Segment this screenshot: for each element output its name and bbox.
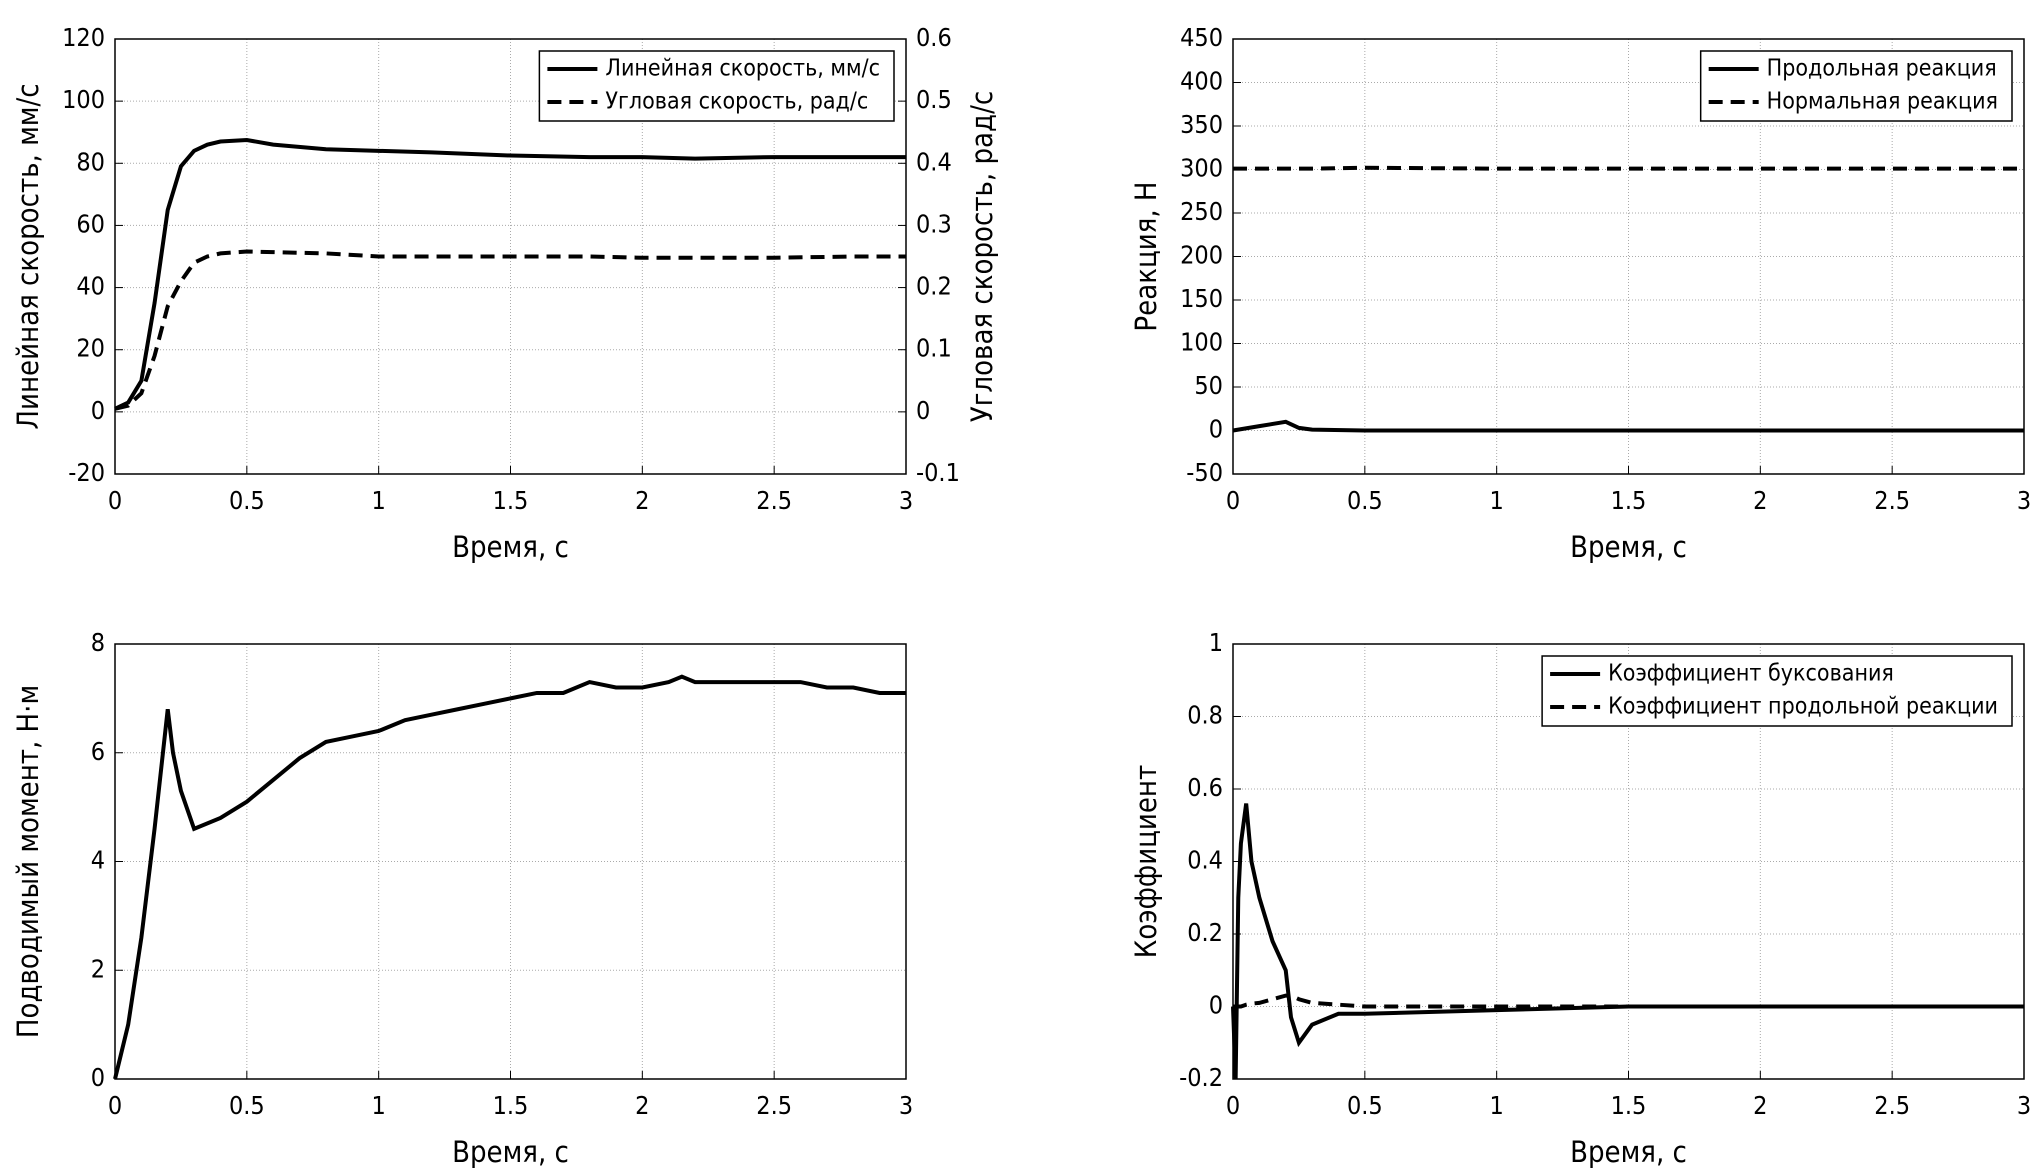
x-tick-label: 1 (372, 486, 386, 515)
y-axis-label: Реакция, Н (1129, 181, 1163, 331)
y-tick-label: 40 (76, 272, 105, 301)
plot-frame (1232, 643, 2025, 1080)
y-tick-label: 8 (91, 628, 105, 657)
x-tick-label: 3 (899, 1091, 913, 1120)
y-tick-label: -0.2 (1179, 1063, 1223, 1092)
y2-tick-label: 0.3 (916, 209, 952, 238)
y-tick-label: 120 (62, 23, 105, 52)
x-tick-label: 2 (635, 486, 649, 515)
y-tick-label: 20 (76, 334, 105, 363)
data-line (113, 674, 906, 1080)
y-tick-label: 0.8 (1187, 701, 1223, 730)
x-tick-label: 2.5 (756, 1091, 792, 1120)
plot-frame (114, 643, 907, 1080)
x-tick-label: 1.5 (1611, 486, 1647, 515)
y-tick-label: 350 (1180, 110, 1223, 139)
plot-frame (1232, 38, 2025, 475)
y2-tick-label: -0.1 (916, 458, 960, 487)
x-tick-label: 2.5 (1874, 486, 1910, 515)
plot-frame (114, 38, 907, 475)
x-tick-label: 3 (2017, 1091, 2031, 1120)
x-tick-label: 1.5 (1611, 1091, 1647, 1120)
y-tick-label: 100 (62, 85, 105, 114)
x-tick-label: 2.5 (1874, 1091, 1910, 1120)
x-tick-label: 1.5 (493, 486, 529, 515)
y2-tick-label: 0.5 (916, 85, 952, 114)
y-tick-label: 400 (1180, 67, 1223, 96)
y-tick-label: 1 (1209, 628, 1223, 657)
y2-tick-label: 0 (916, 396, 930, 425)
legend-label: Угловая скорость, рад/с (605, 89, 868, 115)
legend-label: Нормальная реакция (1767, 89, 1998, 115)
x-axis-label: Время, с (452, 530, 569, 564)
y-tick-label: 200 (1180, 241, 1223, 270)
y-axis-label: Линейная скорость, мм/с (11, 83, 45, 429)
y-tick-label: 0.6 (1187, 773, 1223, 802)
y2-tick-label: 0.2 (916, 272, 952, 301)
y-tick-label: -20 (68, 458, 105, 487)
legend: Линейная скорость, мм/с Угловая скорость,… (538, 50, 895, 122)
y-tick-label: 50 (1194, 371, 1223, 400)
x-axis-label: Время, с (1570, 1135, 1687, 1169)
y-tick-label: 150 (1180, 284, 1223, 313)
y-tick-label: 6 (91, 737, 105, 766)
y-tick-label: 450 (1180, 23, 1223, 52)
y-tick-label: 100 (1180, 328, 1223, 357)
x-tick-label: 0 (108, 486, 122, 515)
y-axis-label: Подводимый момент, Н·м (11, 685, 45, 1038)
x-tick-label: 1 (1490, 486, 1504, 515)
x-tick-label: 1 (1490, 1091, 1504, 1120)
x-tick-label: 0.5 (1347, 486, 1383, 515)
data-line (114, 249, 906, 411)
x-tick-label: 2 (635, 1091, 649, 1120)
y2-axis-label: Угловая скорость, рад/с (965, 91, 999, 422)
legend-label: Коэффициент продольной реакции (1608, 694, 1998, 720)
legend: Коэффициент буксования Коэффициент продол… (1541, 655, 2013, 727)
legend-box (1541, 655, 2013, 727)
legend-box (1699, 50, 2013, 122)
legend: Продольная реакция Нормальная реакция (1699, 50, 2013, 122)
x-tick-label: 0 (1226, 486, 1240, 515)
y-tick-label: 0 (1209, 415, 1223, 444)
x-tick-label: 0.5 (229, 1091, 265, 1120)
x-tick-label: 0 (1226, 1091, 1240, 1120)
x-tick-label: 3 (2017, 486, 2031, 515)
y-tick-label: 2 (91, 954, 105, 983)
x-tick-label: 1.5 (493, 1091, 529, 1120)
x-axis-label: Время, с (452, 1135, 569, 1169)
legend-label: Продольная реакция (1767, 56, 1997, 82)
x-tick-label: 0.5 (229, 486, 265, 515)
x-tick-label: 0.5 (1347, 1091, 1383, 1120)
y-tick-label: 0.4 (1187, 846, 1223, 875)
y-tick-label: 250 (1180, 197, 1223, 226)
x-tick-label: 2 (1753, 1091, 1767, 1120)
x-axis-label: Время, с (1570, 530, 1687, 564)
x-tick-label: 2 (1753, 486, 1767, 515)
y-tick-label: 60 (76, 209, 105, 238)
y-tick-label: 0 (91, 396, 105, 425)
legend-box (538, 50, 895, 122)
x-tick-label: 0 (108, 1091, 122, 1120)
y-tick-label: 0 (1209, 991, 1223, 1020)
x-tick-label: 3 (899, 486, 913, 515)
y-tick-label: 4 (91, 846, 105, 875)
y-tick-label: 0 (91, 1063, 105, 1092)
x-tick-label: 2.5 (756, 486, 792, 515)
y2-tick-label: 0.1 (916, 334, 952, 363)
x-tick-label: 1 (372, 1091, 386, 1120)
legend-label: Линейная скорость, мм/с (605, 56, 880, 82)
y-tick-label: 80 (76, 147, 105, 176)
data-line (114, 137, 906, 411)
y2-tick-label: 0.4 (916, 147, 952, 176)
y-tick-label: -50 (1186, 458, 1223, 487)
legend-label: Коэффициент буксования (1608, 661, 1894, 687)
y2-tick-label: 0.6 (916, 23, 952, 52)
data-line (1233, 993, 2024, 1009)
data-line (1232, 419, 2024, 433)
y-tick-label: 0.2 (1187, 918, 1223, 947)
y-tick-label: 300 (1180, 154, 1223, 183)
y-axis-label: Коэффициент (1129, 765, 1163, 958)
